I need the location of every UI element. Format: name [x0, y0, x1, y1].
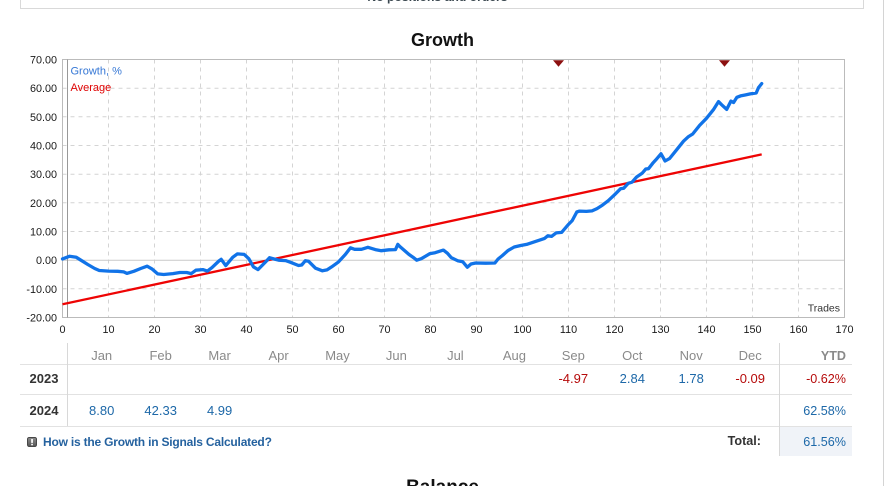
svg-text:Trades: Trades: [808, 303, 840, 315]
svg-text:10: 10: [102, 324, 114, 336]
svg-text:-20.00: -20.00: [26, 313, 57, 325]
svg-text:150: 150: [743, 324, 761, 336]
svg-text:60: 60: [332, 324, 344, 336]
svg-text:110: 110: [560, 324, 577, 336]
svg-text:130: 130: [651, 324, 669, 336]
svg-text:100: 100: [513, 324, 531, 336]
svg-text:40.00: 40.00: [30, 141, 57, 153]
svg-text:50: 50: [286, 324, 298, 336]
svg-text:50.00: 50.00: [30, 112, 57, 124]
svg-text:Growth, %: Growth, %: [71, 66, 123, 78]
svg-text:10.00: 10.00: [30, 227, 57, 239]
svg-text:0: 0: [59, 324, 65, 336]
svg-text:20.00: 20.00: [30, 198, 57, 210]
svg-text:70: 70: [378, 324, 390, 336]
svg-text:170: 170: [835, 324, 853, 336]
svg-text:60.00: 60.00: [30, 83, 57, 95]
svg-text:80: 80: [424, 324, 436, 336]
svg-text:70.00: 70.00: [30, 55, 57, 67]
svg-text:-10.00: -10.00: [26, 284, 57, 296]
svg-text:30.00: 30.00: [30, 169, 57, 181]
svg-text:40: 40: [240, 324, 252, 336]
svg-text:160: 160: [789, 324, 807, 336]
svg-text:0.00: 0.00: [36, 255, 57, 267]
svg-text:30: 30: [194, 324, 206, 336]
svg-text:140: 140: [697, 324, 715, 336]
svg-text:Average: Average: [71, 82, 112, 94]
svg-text:20: 20: [148, 324, 160, 336]
svg-text:90: 90: [470, 324, 482, 336]
svg-text:120: 120: [605, 324, 623, 336]
